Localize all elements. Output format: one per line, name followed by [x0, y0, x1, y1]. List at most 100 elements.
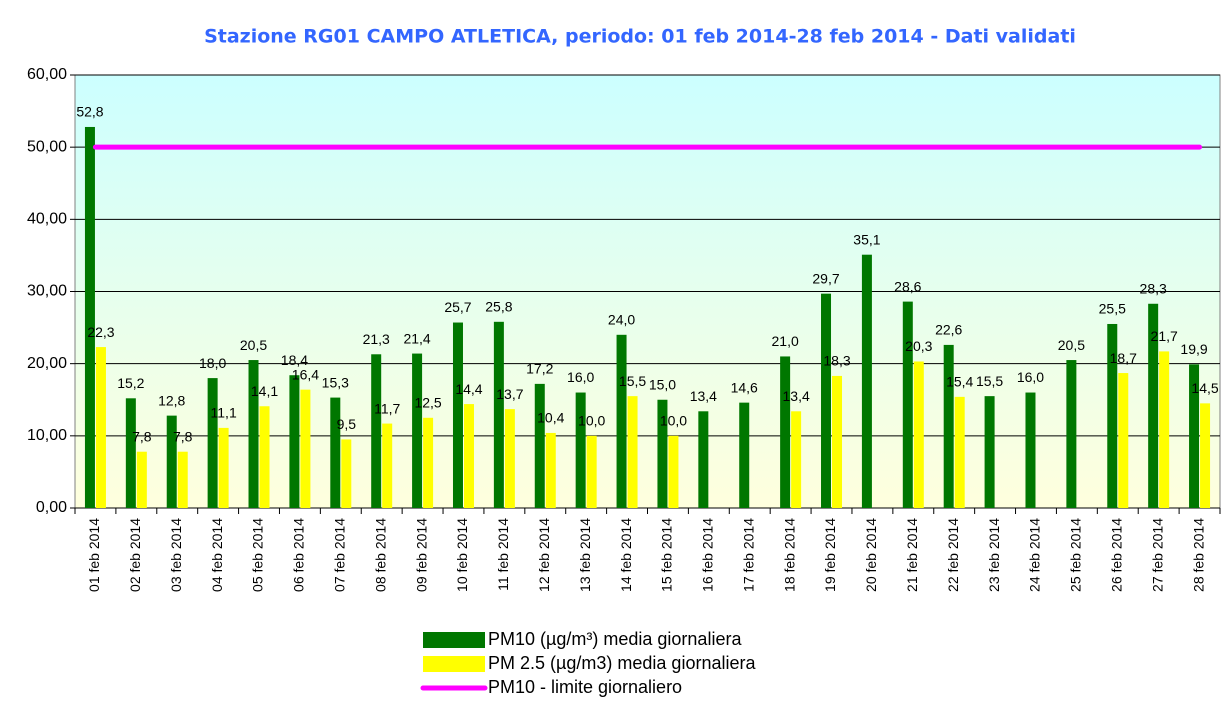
- x-tick-label: 19 feb 2014: [822, 518, 838, 592]
- y-tick-label: 50,00: [27, 138, 67, 155]
- data-label: 7,8: [173, 428, 193, 444]
- x-tick-label: 10 feb 2014: [454, 518, 470, 592]
- bar: [780, 356, 791, 508]
- bar: [207, 378, 218, 508]
- data-label: 20,5: [1058, 337, 1085, 353]
- x-tick-label: 03 feb 2014: [168, 518, 184, 592]
- data-label: 14,5: [1191, 380, 1218, 396]
- x-tick-label: 16 feb 2014: [700, 518, 716, 592]
- bar: [586, 435, 597, 508]
- data-label: 13,4: [783, 388, 810, 404]
- legend-swatch: [423, 656, 485, 672]
- x-tick-label: 25 feb 2014: [1068, 518, 1084, 592]
- bar: [627, 396, 638, 508]
- data-label: 15,0: [649, 376, 676, 392]
- data-label: 29,7: [812, 270, 839, 286]
- bar: [913, 361, 924, 508]
- data-label: 15,3: [322, 374, 349, 390]
- bar: [382, 423, 393, 508]
- y-tick-label: 10,00: [27, 427, 67, 444]
- data-label: 21,3: [363, 331, 390, 347]
- bar: [493, 321, 504, 508]
- x-tick-label: 07 feb 2014: [332, 518, 348, 592]
- bar: [902, 301, 913, 508]
- bar: [575, 392, 586, 508]
- data-label: 9,5: [337, 416, 357, 432]
- bar: [832, 375, 843, 508]
- bar: [289, 375, 300, 508]
- data-label: 35,1: [853, 231, 880, 247]
- data-label: 11,1: [211, 405, 237, 421]
- data-label: 52,8: [76, 104, 103, 120]
- bar: [739, 402, 750, 508]
- bar: [330, 397, 341, 508]
- x-tick-label: 28 feb 2014: [1190, 518, 1206, 592]
- x-tick-label: 26 feb 2014: [1108, 518, 1124, 592]
- x-tick-label: 14 feb 2014: [618, 518, 634, 592]
- data-label: 22,6: [935, 322, 962, 338]
- x-tick-label: 08 feb 2014: [372, 518, 388, 592]
- bar: [248, 360, 259, 508]
- data-label: 13,4: [690, 388, 717, 404]
- data-label: 25,5: [1099, 301, 1126, 317]
- data-label: 25,7: [444, 299, 471, 315]
- bar: [1189, 364, 1200, 508]
- bar: [259, 406, 270, 508]
- data-label: 19,9: [1180, 341, 1207, 357]
- legend-label: PM 2.5 (µg/m3) media giornaliera: [488, 653, 756, 673]
- chart-title: Stazione RG01 CAMPO ATLETICA, periodo: 0…: [204, 26, 1076, 48]
- y-tick-label: 0,00: [36, 499, 67, 516]
- data-label: 12,5: [414, 394, 441, 410]
- bar: [1148, 303, 1159, 508]
- bar: [1066, 360, 1077, 508]
- bar: [452, 322, 463, 508]
- bar: [616, 334, 627, 508]
- bar: [545, 432, 556, 508]
- x-tick-label: 02 feb 2014: [127, 518, 143, 592]
- x-tick-label: 13 feb 2014: [577, 518, 593, 592]
- x-tick-label: 04 feb 2014: [209, 518, 225, 592]
- data-label: 18,3: [823, 353, 850, 369]
- data-label: 7,8: [132, 428, 152, 444]
- bar: [1025, 392, 1036, 508]
- x-tick-label: 06 feb 2014: [291, 518, 307, 592]
- y-tick-label: 40,00: [27, 211, 67, 228]
- data-label: 16,0: [1017, 369, 1044, 385]
- bar: [1118, 373, 1129, 508]
- data-label: 14,4: [455, 381, 482, 397]
- x-tick-label: 05 feb 2014: [250, 518, 266, 592]
- bar: [1107, 323, 1118, 508]
- y-tick-label: 30,00: [27, 283, 67, 300]
- legend-swatch: [423, 632, 485, 648]
- data-label: 16,0: [567, 369, 594, 385]
- x-tick-label: 12 feb 2014: [536, 518, 552, 592]
- legend-label: PM10 (µg/m³) media giornaliera: [488, 629, 742, 649]
- bar: [954, 396, 965, 508]
- bar: [371, 354, 382, 508]
- data-label: 18,7: [1110, 350, 1137, 366]
- x-tick-label: 23 feb 2014: [986, 518, 1002, 592]
- bar: [1200, 403, 1211, 508]
- data-label: 12,8: [158, 392, 185, 408]
- data-label: 15,2: [117, 375, 144, 391]
- x-tick-label: 15 feb 2014: [659, 518, 675, 592]
- data-label: 20,3: [905, 338, 932, 354]
- data-label: 10,4: [537, 410, 564, 426]
- bar: [861, 254, 872, 508]
- data-label: 14,1: [251, 383, 278, 399]
- bar: [534, 383, 545, 508]
- bar: [300, 389, 311, 508]
- data-label: 15,5: [619, 373, 646, 389]
- data-label: 21,0: [772, 333, 799, 349]
- data-label: 14,6: [731, 379, 758, 395]
- x-tick-label: 01 feb 2014: [86, 518, 102, 592]
- data-label: 10,0: [578, 413, 605, 429]
- x-tick-label: 21 feb 2014: [904, 518, 920, 592]
- data-label: 15,5: [976, 373, 1003, 389]
- x-tick-label: 17 feb 2014: [740, 518, 756, 592]
- bar: [125, 398, 136, 508]
- data-label: 28,6: [894, 278, 921, 294]
- data-label: 15,4: [946, 374, 973, 390]
- bar: [136, 451, 147, 508]
